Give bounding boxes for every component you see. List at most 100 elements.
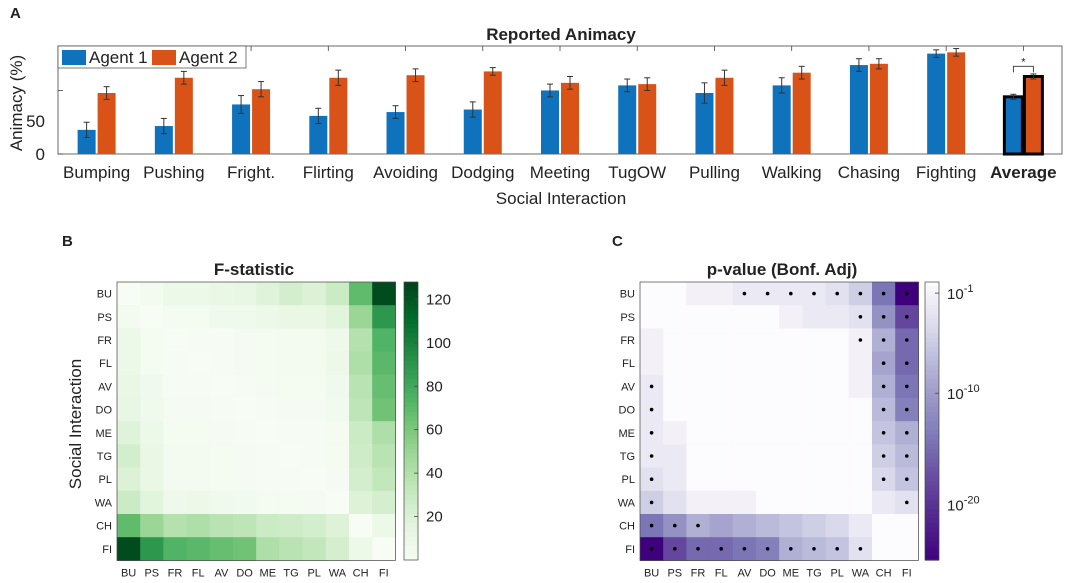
significance-dot: [881, 384, 886, 389]
heatmap-cell: [825, 328, 850, 353]
colorbar-segment: [404, 342, 418, 348]
colorbar-segment: [925, 448, 939, 455]
heatmap-cell: [663, 351, 687, 376]
heatmap-cell: [663, 328, 687, 353]
panel-letter-a: A: [10, 5, 21, 22]
colorbar-segment: [404, 546, 418, 552]
colorbar-segment: [925, 425, 939, 431]
heatmap-cell: [233, 328, 257, 353]
colorbar-segment: [404, 407, 418, 413]
heatmap-cell: [279, 374, 304, 399]
legend-swatch-agent2: [152, 50, 176, 65]
colorbar-segment: [925, 379, 939, 385]
heatmap-cell: [349, 467, 373, 492]
row-label: DO: [96, 405, 113, 417]
colorbar-segment: [925, 485, 939, 492]
colorbar-segment: [925, 342, 939, 348]
significance-dot: [905, 407, 909, 412]
column-label: PL: [830, 567, 843, 579]
significance-dot: [881, 361, 886, 366]
row-label: BU: [620, 289, 635, 301]
colorbar-segment: [404, 421, 418, 427]
colorbar-segment: [404, 536, 418, 543]
category-label: Pushing: [143, 163, 204, 182]
heatmap-cell: [732, 421, 757, 445]
row-label: PS: [97, 312, 112, 324]
column-label: DO: [236, 567, 253, 579]
significance-dot: [765, 291, 770, 296]
heatmap-cell: [372, 374, 396, 399]
heatmap-frame: [116, 281, 396, 561]
heatmap-cell: [825, 398, 850, 422]
heatmap-cell: [140, 282, 164, 306]
heatmap-cell: [140, 421, 164, 445]
significance-dot: [696, 547, 700, 551]
colorbar-segment: [404, 374, 418, 380]
significance-dot: [649, 523, 654, 528]
heatmap-cell: [349, 444, 373, 469]
f-statistic-panel: F-statistic BU BU PS PS FR FR FL FL AV AV DO DO ME ME…: [66, 260, 451, 579]
heatmap-cell: [233, 282, 257, 306]
heatmap-cell: [802, 351, 827, 376]
heatmap-cell: [209, 282, 234, 306]
heatmap-cell: [325, 467, 350, 492]
colorbar-segment: [404, 305, 418, 311]
heatmap-cell: [732, 305, 757, 329]
heatmap-cell: [372, 467, 396, 492]
colorbar-segment: [404, 550, 418, 556]
bar-agent2-meeting: [561, 82, 579, 154]
bar-agent2-pulling: [715, 77, 734, 154]
heatmap-cell: [302, 282, 327, 306]
category-label: Average: [990, 163, 1056, 182]
heatmap-cell: [802, 490, 827, 515]
colorbar-tick-label: 80: [426, 378, 443, 395]
heatmap-cell: [117, 398, 141, 422]
colorbar-segment: [925, 439, 939, 445]
heatmap-cell: [756, 328, 780, 353]
heatmap-cell: [663, 421, 687, 445]
heatmap-cell: [302, 398, 327, 422]
heatmap-cell: [709, 351, 734, 376]
heatmap-cell: [186, 305, 211, 329]
bar-agent1-pulling: [695, 93, 714, 154]
colorbar-segment: [925, 462, 939, 468]
heatmap-cell: [256, 421, 280, 445]
heatmap-cell: [302, 374, 327, 399]
heatmap-cell: [233, 537, 257, 561]
colorbar-segment: [404, 555, 418, 561]
heatmap-cell: [709, 490, 734, 515]
heatmap-cell: [233, 514, 257, 538]
colorbar-segment: [925, 365, 939, 371]
colorbar-segment: [925, 407, 939, 413]
significance-dot: [649, 547, 654, 551]
colorbar-segment: [404, 434, 418, 441]
p-colorbar: 10-1 10-10 10-20: [924, 281, 980, 561]
significance-dot: [905, 431, 909, 435]
heatmap-cell: [140, 537, 164, 561]
heatmap-cell: [279, 398, 304, 422]
colorbar-segment: [925, 509, 939, 515]
heatmap-cell: [663, 444, 687, 469]
colorbar-segment: [925, 286, 939, 292]
heatmap-cell: [163, 421, 188, 445]
column-label: CH: [876, 567, 892, 579]
colorbar-segment: [925, 458, 939, 464]
colorbar-segment: [925, 295, 939, 302]
heatmap-cell: [686, 351, 711, 376]
row-label: FL: [622, 358, 635, 370]
significance-dot: [858, 338, 863, 342]
heatmap-cell: [256, 374, 280, 399]
heatmap-cell: [709, 514, 734, 538]
heatmap-cell: [663, 305, 687, 329]
colorbar-tick-label: 40: [426, 465, 443, 482]
heatmap-cell: [802, 328, 827, 353]
colorbar-segment: [925, 490, 939, 496]
bar-agent1-fright: [232, 104, 251, 154]
row-label: WA: [95, 497, 113, 509]
colorbar-segment: [404, 286, 418, 292]
heatmap-cell: [117, 351, 141, 376]
column-label: AV: [214, 567, 229, 579]
heatmap-cell: [663, 398, 687, 422]
heatmap-cell: [732, 398, 757, 422]
significance-dot: [835, 291, 839, 296]
